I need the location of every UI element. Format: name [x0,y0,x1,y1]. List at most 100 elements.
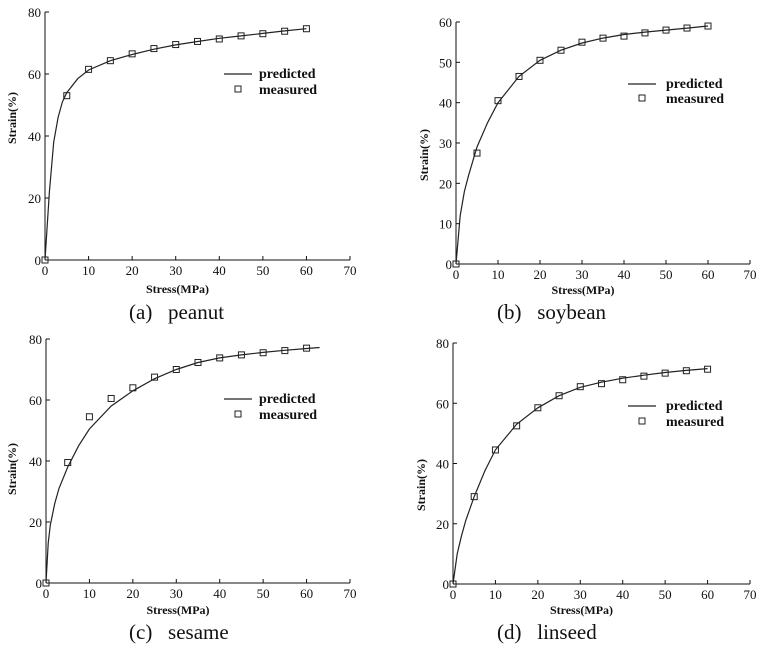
legend-predicted-label: predicted [259,392,316,407]
x-tick-label: 20 [531,587,544,602]
measured-point [64,459,72,467]
panel-d: 0 10 20 30 40 50 60 70 0 20 40 60 80 Stress(MPa) Strai… [410,325,762,620]
y-tick-label: 0 [35,253,42,268]
measured-point [576,383,584,391]
measured-point [281,27,289,35]
caption-a: (a) peanut [129,300,225,324]
x-tick-label: 30 [576,267,589,282]
x-tick-label: 60 [702,267,715,282]
x-tick-label: 50 [660,267,673,282]
y-tick-label: 20 [28,191,41,206]
x-tick-label: 30 [169,263,182,278]
y-tick-label: 20 [439,176,452,191]
y-tick-label: 60 [28,67,41,82]
panel-b: 0 10 20 30 40 50 60 70 0 10 20 30 40 50 60 Stress(MPa) S… [410,0,762,300]
x-tick-label: 30 [574,587,587,602]
measured-point [237,351,245,359]
x-tick-label: 20 [534,267,547,282]
measured-point [42,579,50,587]
x-axis-label: Stress(MPa) [146,282,209,296]
caption-b: (b) soybean [497,300,607,324]
measured-point [536,56,544,64]
x-tick-label: 40 [616,587,629,602]
chart-b: 0 10 20 30 40 50 60 70 0 10 20 30 40 50 60 Stress(MPa) S… [417,15,757,297]
x-tick-label: 70 [344,263,357,278]
measured-point [216,354,224,362]
measured-point [598,380,605,388]
measured-point [194,37,201,45]
y-tick-label: 80 [436,336,449,351]
y-axis-label: Strain(%) [417,129,431,181]
predicted-series-line [45,346,320,584]
chart-a: 0 10 20 30 40 50 60 70 0 20 40 60 80 Stress(MPa) Strai… [5,5,357,296]
measured-point [85,65,93,73]
measured-point [682,367,690,375]
measured-point [107,394,115,402]
x-tick-label: 0 [42,263,49,278]
y-tick-label: 60 [436,396,449,411]
y-tick-label: 30 [439,136,452,151]
caption-c: (c) sesame [129,620,229,644]
measured-point [150,45,158,53]
measured-point [259,30,267,38]
x-tick-label: 70 [744,267,757,282]
y-tick-label: 50 [439,55,452,70]
measured-point [237,32,245,40]
chart-d: 0 10 20 30 40 50 60 70 0 20 40 60 80 Stress(MPa) Strai… [414,336,757,617]
legend-predicted-label: predicted [666,77,723,92]
y-tick-label: 10 [439,217,452,232]
measured-point [704,22,712,30]
legend-measured-label: measured [259,408,317,423]
y-tick-label: 0 [446,257,453,272]
measured-point [470,493,478,501]
legend-measured-marker [638,417,646,425]
y-tick-label: 40 [439,96,452,111]
measured-point [85,413,93,421]
x-tick-label: 40 [213,586,226,601]
measured-point [704,365,712,373]
predicted-series-line [455,25,709,265]
x-tick-label: 20 [126,263,139,278]
measured-point [449,580,457,588]
measured-point [172,366,180,373]
measured-point [41,256,49,264]
x-axis-label: Stress(MPa) [146,603,209,617]
x-tick-label: 10 [83,586,96,601]
predicted-series-line [452,368,708,585]
legend-predicted-label: predicted [259,67,316,82]
measured-point [194,358,202,366]
y-tick-label: 0 [36,576,43,591]
measured-point [473,149,481,157]
chart-c: 0 10 20 30 40 50 60 70 0 20 40 60 80 Stress(MPa) Strai… [5,332,357,617]
measured-point [534,404,542,412]
measured-point [515,72,523,80]
measured-point [106,57,114,65]
x-tick-label: 10 [82,263,95,278]
measured-point [494,97,502,105]
x-tick-label: 40 [213,263,226,278]
y-tick-label: 60 [439,15,452,30]
measured-point [302,25,310,33]
y-tick-label: 40 [29,454,42,469]
caption-d: (d) linseed [497,620,597,644]
y-tick-label: 40 [436,457,449,472]
legend-measured-marker [638,94,646,102]
x-tick-label: 60 [701,587,714,602]
legend-predicted-label: predicted [666,399,723,414]
measured-point [578,38,586,46]
y-axis-label: Strain(%) [414,459,428,511]
measured-point [555,392,563,400]
x-axis-label: Stress(MPa) [551,283,614,297]
x-tick-label: 10 [492,267,505,282]
y-tick-label: 40 [28,129,41,144]
measured-point [491,446,499,454]
y-axis-label: Strain(%) [5,443,19,495]
measured-point [172,41,180,49]
x-tick-label: 60 [300,586,313,601]
measured-point [662,26,670,34]
x-tick-label: 70 [744,587,757,602]
x-tick-label: 10 [489,587,502,602]
x-tick-label: 50 [256,263,269,278]
measured-point [641,29,649,37]
y-tick-label: 80 [28,5,41,20]
